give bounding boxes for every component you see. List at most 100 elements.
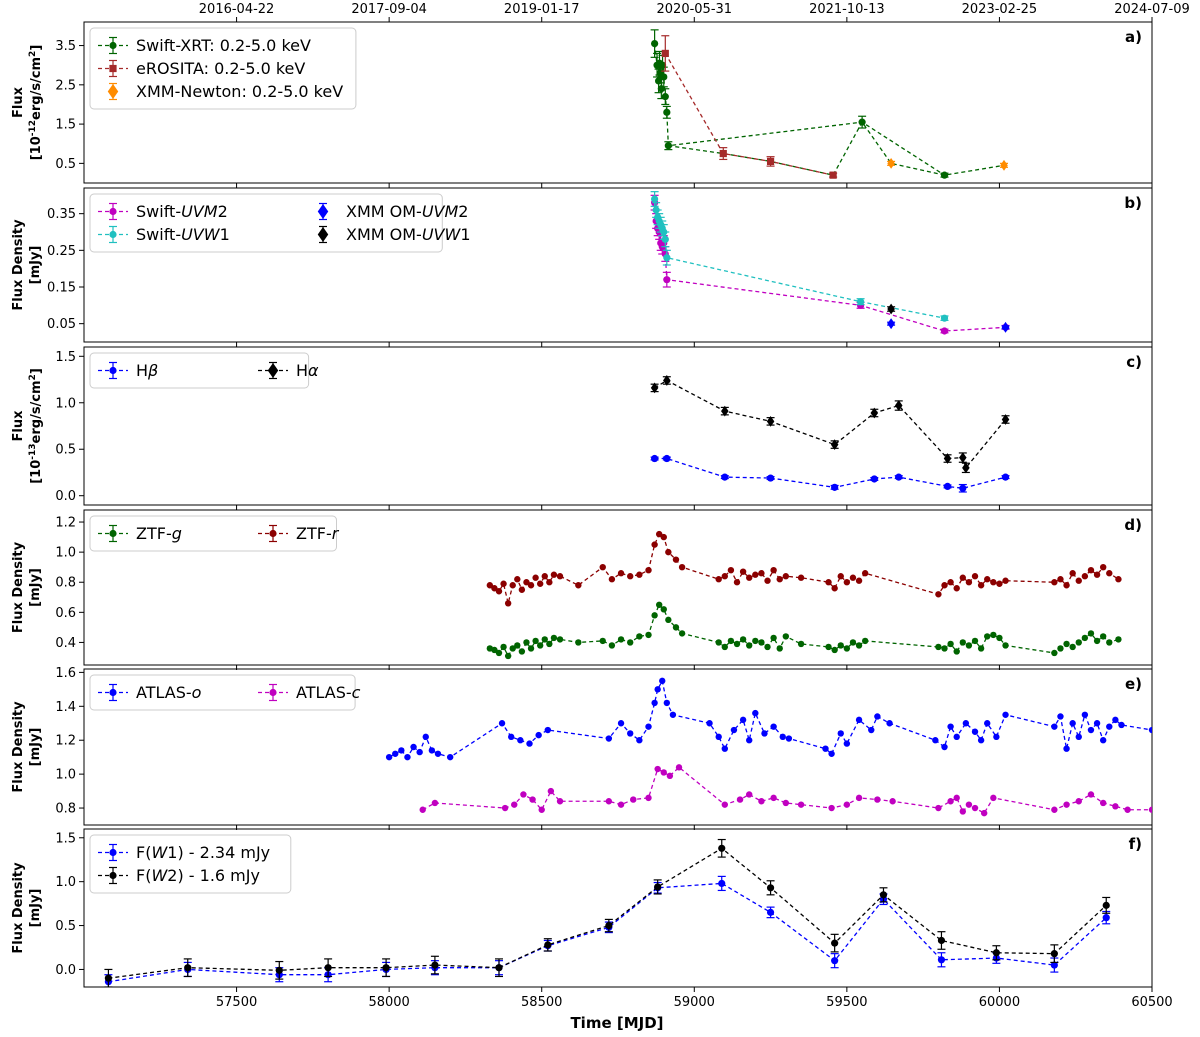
data-point [544,726,552,734]
panel-tag: d) [1124,516,1142,534]
data-point [650,382,659,394]
data-point [935,643,942,651]
data-point [770,723,777,730]
data-point [410,743,417,751]
data-point [746,574,753,581]
data-point [855,716,863,724]
data-point [1081,711,1089,718]
data-point [1063,582,1070,589]
data-point [428,747,436,754]
legend-label-italic: r [332,524,340,543]
data-point [608,576,616,583]
legend-label: XMM OM-UVW1 [346,225,471,244]
bottom-tick-label: 59000 [674,995,715,1010]
data-point [498,720,506,727]
bottom-tick-label: 57500 [216,995,257,1010]
data-point [1115,636,1122,643]
legend-label-suffix: 2 [218,202,228,221]
data-point [416,748,423,756]
data-point [605,735,613,742]
data-point [495,649,503,657]
legend-item: ZTF-g [98,524,182,543]
panel-tag: c) [1126,353,1142,371]
data-point [675,764,683,771]
data-point [879,891,888,899]
y-axis-label-line2: [mJy] [28,246,43,285]
data-point [651,195,659,203]
data-point [874,713,881,720]
data-point [630,796,637,803]
data-point [1001,414,1010,425]
data-point [766,474,775,482]
data-point [868,726,875,734]
data-point [1148,726,1152,734]
data-point [829,171,837,179]
series-line [108,847,1107,979]
legend-label-text: XMM OM- [346,202,422,221]
data-point [797,640,805,648]
y-axis-label-line2: [mJy] [28,728,43,767]
legend-box [89,515,337,552]
legend-item: Swift-UVW1 [98,225,230,244]
data-point [663,254,671,262]
legend-marker [109,64,117,73]
data-point [887,303,895,315]
y-tick-label: 1.2 [55,734,76,749]
legend-label-italic: c [352,683,361,702]
data-point [889,798,896,805]
data-point [849,639,857,646]
data-point [758,798,765,805]
legend-item: F(W1) - 2.34 mJy [98,843,270,862]
legend-label-suffix: 2 [458,202,468,221]
data-point [651,39,659,48]
data-point [1087,726,1095,734]
y-tick-label: 1.0 [55,396,76,411]
x-axis-label: Time [MJD] [570,1014,663,1032]
data-point [837,573,844,580]
data-point [752,709,759,717]
top-tick-label: 2023-02-25 [962,2,1038,17]
legend-marker [269,688,277,697]
connector-line [668,120,1005,176]
top-tick-label: 2017-09-04 [351,2,427,17]
data-point [962,720,970,727]
data-point [672,556,680,563]
series-line [422,766,1152,815]
data-point [943,482,952,491]
data-point [617,636,625,643]
y-axis-label: Flux Density [mJy] [11,541,43,633]
data-point [532,574,539,581]
data-point [764,643,771,651]
legend-label: XMM OM-UVM2 [346,202,468,221]
legend: ZTF-g ZTF-r [89,515,340,552]
data-point [959,574,967,581]
data-point [843,740,851,747]
data-point [663,699,671,707]
data-point [727,566,735,574]
data-point [932,737,939,744]
data-point [504,652,512,660]
data-point [1081,634,1089,642]
data-point [849,574,857,581]
y-tick-label: 1.2 [55,516,76,531]
y-axis-label-line2: [10-12erg/s/cm2] [28,45,44,161]
data-point [536,580,544,587]
legend-marker [109,207,117,216]
data-point [1069,570,1076,577]
data-point [654,883,662,891]
legend-label-italic: g [172,524,182,543]
data-point [382,964,390,972]
series-line [388,678,1152,759]
data-point [1057,576,1064,583]
data-point [636,633,643,640]
data-point [965,579,973,586]
data-point [953,733,960,741]
legend-label-italic: UVM [422,202,459,221]
data-point [419,806,426,813]
data-point [831,483,839,491]
data-point [739,716,747,724]
y-tick-label: 0.6 [55,606,76,621]
data-point [504,600,512,607]
